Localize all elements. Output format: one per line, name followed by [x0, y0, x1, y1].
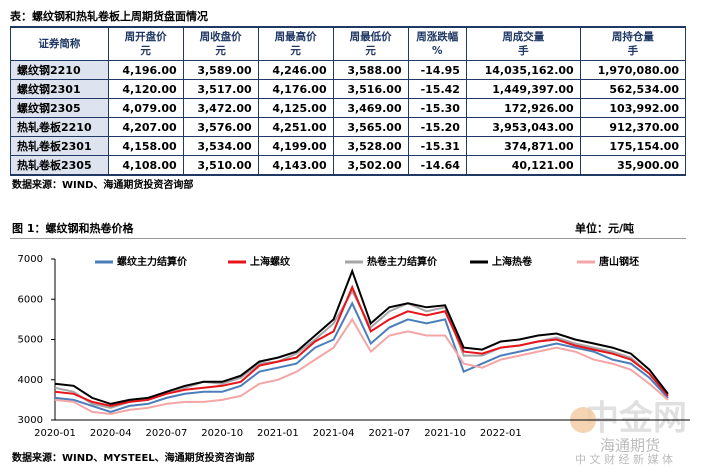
table-cell: 3,516.00: [332, 79, 409, 99]
header-text: 周涨跌幅: [416, 31, 459, 43]
header-text: 证券简称: [38, 38, 81, 50]
x-tick-label: 2020-07: [146, 428, 188, 439]
table-cell: -15.42: [407, 79, 467, 99]
table-cell: 14,035,162.00: [465, 60, 581, 80]
x-tick-label: 2021-01: [257, 428, 299, 439]
y-tick-label: 7000: [18, 254, 43, 265]
header-text: 元: [140, 45, 151, 57]
table-cell: 热轧卷板2305: [10, 155, 109, 176]
table-cell: -15.20: [407, 117, 467, 137]
x-tick-label: 2020-01: [34, 428, 76, 439]
quote-table: 证券简称 周开盘价元周收盘价元周最高价元周最低价元周涨跌幅% 周成交量手周持仓量手螺…: [10, 26, 687, 176]
table-cell: 3,953,043.00: [465, 117, 581, 137]
x-tick-label: 2021-10: [424, 428, 466, 439]
header-text: 元: [215, 45, 226, 57]
header-cell: 证券简称: [10, 26, 109, 61]
table-row: 热轧卷板2301 4,158.00 3,534.00 4,199.00 3,528.00…: [10, 136, 687, 156]
header-text: 周最高价: [274, 31, 317, 43]
header-text: 手: [627, 45, 639, 57]
y-tick-label: 6000: [18, 294, 43, 305]
table-cell: 4,251.00: [257, 117, 334, 137]
table-cell: 3,517.00: [182, 79, 259, 99]
table-cell: 4,143.00: [257, 155, 334, 176]
legend-label: 上海螺纹: [250, 255, 291, 268]
x-tick-label: 2022-01: [480, 428, 522, 439]
x-tick-label: 2021-04: [313, 428, 355, 439]
table-cell: 40,121.00: [465, 155, 581, 176]
table-source: 数据来源：WIND、海通期货投资咨询部: [12, 180, 194, 191]
table-cell: 螺纹钢2210: [10, 60, 109, 80]
line: [54, 317, 669, 416]
line: [54, 301, 669, 413]
chart-unit: 单位：元/吨: [575, 222, 635, 235]
watermark-brand: 海通期货: [600, 437, 660, 455]
header-text: 周开盘价: [124, 31, 167, 43]
x-tick-label: 2020-04: [90, 428, 132, 439]
table-cell: 3,502.00: [332, 155, 409, 176]
table-cell: 热轧卷板2210: [10, 117, 109, 137]
line: [54, 284, 669, 407]
table-cell: 热轧卷板2301: [10, 136, 109, 156]
table-row: 螺纹钢2305 4,079.00 3,472.00 4,125.00 3,469.00-…: [10, 98, 687, 118]
header-text: 周成交量: [502, 31, 545, 43]
header-text: %: [432, 45, 443, 57]
table-cell: 3,589.00: [182, 60, 259, 80]
x-tick-label: 2021-07: [368, 428, 410, 439]
table-cell: 374,871.00: [465, 136, 581, 156]
header-cell: 周最低价元: [332, 26, 409, 61]
table-cell: 175,154.00: [579, 136, 687, 156]
watermark-sub: 中 文 财 经 新 媒 体: [575, 452, 673, 466]
header-text: 周持仓量: [611, 31, 654, 43]
table-cell: 4,246.00: [257, 60, 334, 80]
header-text: 元: [290, 45, 301, 57]
header-text: 周收盘价: [199, 31, 242, 43]
table-cell: 螺纹钢2305: [10, 98, 109, 118]
table-cell: -15.31: [407, 136, 467, 156]
table-row: 热轧卷板2305 4,108.00 3,510.00 4,143.00 3,502.00…: [10, 155, 687, 176]
header-text: 周最低价: [349, 31, 392, 43]
table-cell: 4,207.00: [107, 117, 184, 137]
legend-label: 螺纹主力结算价: [117, 255, 188, 268]
table-cell: 3,472.00: [182, 98, 259, 118]
table-cell: -14.64: [407, 155, 467, 176]
rule: [10, 238, 686, 239]
table-cell: 172,926.00: [465, 98, 581, 118]
legend-label: 唐山钢坯: [599, 255, 639, 268]
header-cell: 周最高价元: [257, 26, 334, 61]
header-text: 元: [365, 45, 376, 57]
table-cell: 3,534.00: [182, 136, 259, 156]
header-text: 手: [518, 45, 529, 57]
header-cell: 周成交量手: [465, 26, 581, 61]
x-tick-label: 2020-10: [201, 428, 243, 439]
table-cell: 4,158.00: [107, 136, 184, 156]
line: [54, 268, 669, 405]
legend-label: 上海热卷: [492, 255, 533, 268]
table-cell: 562,534.00: [579, 79, 687, 99]
table-title: 表：螺纹钢和热轧卷板上周期货盘面情况: [10, 10, 208, 23]
header-cell: 周持仓量手: [579, 26, 687, 61]
table-cell: 螺纹钢2301: [10, 79, 109, 99]
y-tick-label: 5000: [18, 335, 43, 346]
header-cell: 周涨跌幅%: [407, 26, 467, 61]
table-cell: 35,900.00: [579, 155, 687, 176]
table-cell: 3,510.00: [182, 155, 259, 176]
chart-title: 图 1：螺纹钢和热卷价格: [12, 222, 134, 235]
table-cell: -14.95: [407, 60, 467, 80]
y-tick-label: 4000: [18, 375, 43, 386]
chart-source: 数据来源：WIND、MYSTEEL、海通期货投资咨询部: [12, 453, 255, 464]
legend-label: 热卷主力结算价: [367, 255, 438, 268]
table-cell: 4,199.00: [257, 136, 334, 156]
table-row: 螺纹钢2301 4,120.00 3,517.00 4,176.00 3,516.00-…: [10, 79, 687, 99]
table-cell: 3,528.00: [332, 136, 409, 156]
header-cell: 周开盘价元: [107, 26, 184, 61]
table-cell: 4,176.00: [257, 79, 334, 99]
table-row: 螺纹钢2210 4,196.00 3,589.00 4,246.00 3,588.00-…: [10, 60, 687, 80]
table-cell: 912,370.00: [579, 117, 687, 137]
y-tick-label: 3000: [18, 415, 43, 426]
table-cell: 4,108.00: [107, 155, 184, 176]
watermark-logo: 中金网: [585, 399, 687, 439]
